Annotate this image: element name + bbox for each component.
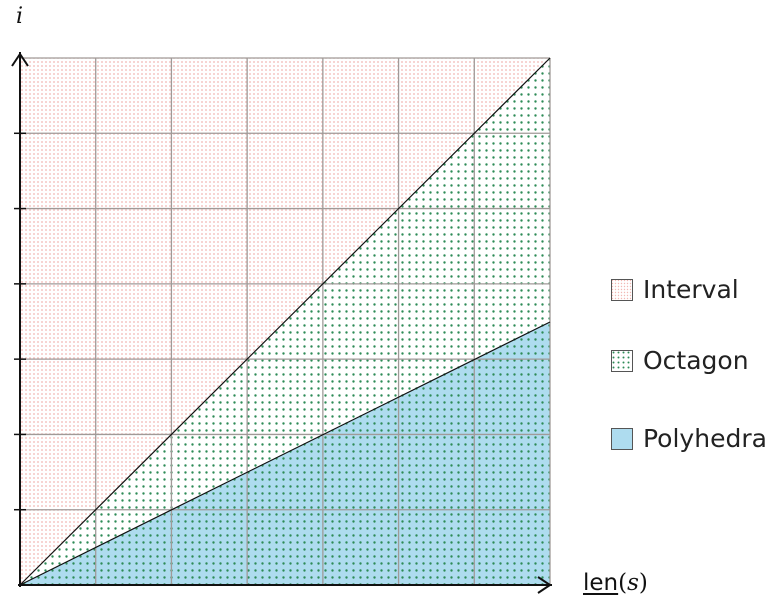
grid xyxy=(20,57,551,585)
legend-item-interval: Interval xyxy=(611,275,739,304)
x-axis-label: len(s) xyxy=(583,570,648,596)
x-axis-function: len xyxy=(583,570,619,596)
polyhedra-swatch xyxy=(611,427,633,450)
legend-label-octagon: Octagon xyxy=(643,346,749,375)
legend-label-interval: Interval xyxy=(643,275,739,304)
octagon-boundary xyxy=(19,57,551,586)
legend-item-octagon: Octagon xyxy=(611,346,749,375)
x-axis-variable: s xyxy=(627,570,639,596)
x-axis-arrow xyxy=(537,576,552,594)
interval-swatch xyxy=(611,278,633,301)
legend-label-polyhedra: Polyhedra xyxy=(643,424,767,453)
x-axis-open-paren: ( xyxy=(618,570,628,596)
octagon-swatch xyxy=(611,349,633,372)
polyhedra-boundary xyxy=(19,321,551,586)
x-axis-close-paren: ) xyxy=(638,570,648,596)
y-axis-arrow xyxy=(11,52,29,67)
legend-item-polyhedra: Polyhedra xyxy=(611,424,767,453)
y-axis-ticks xyxy=(14,132,26,511)
y-axis-label: i xyxy=(16,4,24,29)
